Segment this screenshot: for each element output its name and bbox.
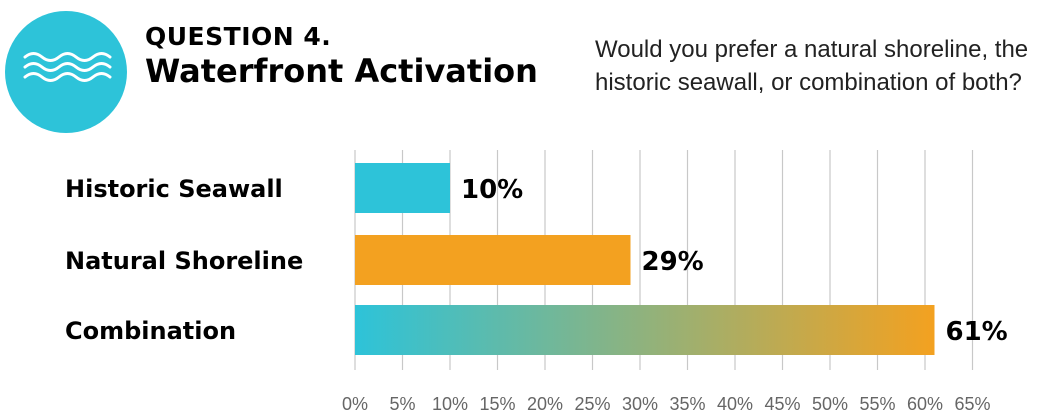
x-tick-label: 35% [669,394,705,414]
value-label: 10% [461,175,523,205]
x-tick-label: 20% [527,394,563,414]
bar-combination [355,305,935,355]
category-label: Natural Shoreline [65,247,303,275]
x-tick-label: 55% [859,394,895,414]
x-tick-label: 15% [479,394,515,414]
x-tick-label: 45% [764,394,800,414]
value-label: 29% [642,247,704,277]
category-label: Combination [65,317,236,345]
x-tick-label: 50% [812,394,848,414]
bar-historic-seawall [355,163,450,213]
question-text: Would you prefer a natural shoreline, th… [595,36,1029,96]
x-tick-label: 30% [622,394,658,414]
bar-natural-shoreline [355,235,631,285]
x-tick-label: 60% [907,394,943,414]
x-tick-label: 10% [432,394,468,414]
x-tick-label: 65% [954,394,990,414]
x-tick-label: 5% [389,394,415,414]
x-tick-label: 25% [574,394,610,414]
question-number: QUESTION 4. [145,22,332,51]
value-label: 61% [946,317,1008,347]
question-icon-badge [5,11,127,133]
waves-icon [23,52,112,82]
results-bar-chart: Historic Seawall 10% Natural Shoreline 29% C… [65,150,1008,414]
x-tick-label: 0% [342,394,368,414]
question-title: Waterfront Activation [145,52,538,90]
category-label: Historic Seawall [65,175,283,203]
x-tick-label: 40% [717,394,753,414]
